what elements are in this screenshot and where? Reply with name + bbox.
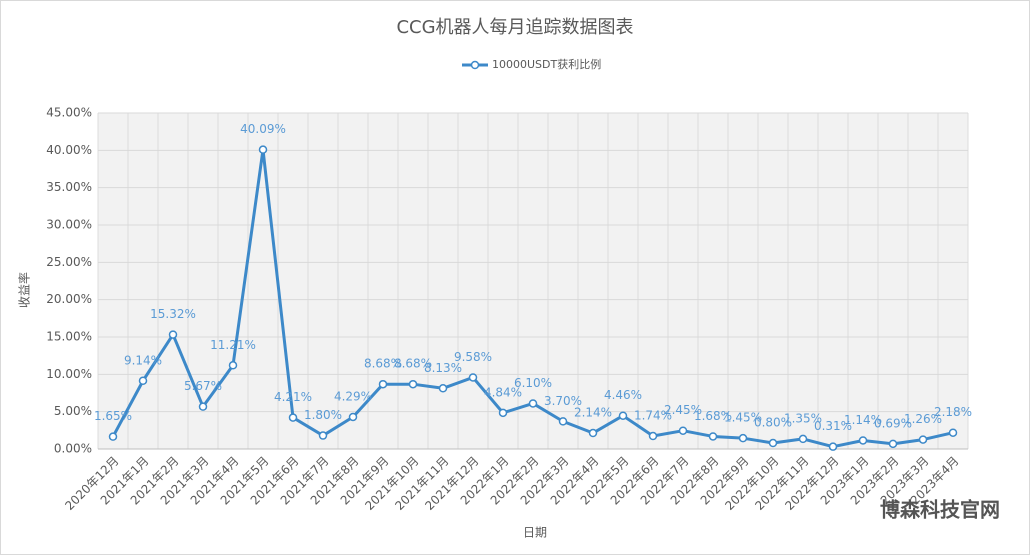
data-point (288, 413, 298, 422)
legend-marker (470, 60, 480, 70)
data-label: 1.65% (94, 409, 132, 423)
data-label: 1.26% (904, 412, 942, 426)
data-point (468, 373, 478, 382)
data-label: 1.35% (784, 411, 822, 425)
data-label: 4.46% (604, 388, 642, 402)
data-label: 9.14% (124, 353, 162, 367)
data-point (528, 399, 538, 408)
data-point (678, 426, 688, 435)
data-label: 6.10% (514, 376, 552, 390)
data-label: 1.14% (844, 413, 882, 427)
data-point (618, 411, 628, 420)
data-point (108, 432, 118, 441)
data-point (378, 379, 388, 389)
data-label: 3.70% (544, 394, 582, 408)
data-label: 2.18% (934, 405, 972, 419)
data-point (798, 434, 808, 444)
data-label: 8.68% (394, 357, 432, 371)
y-tick-label: 25.00% (46, 255, 92, 269)
data-point (348, 412, 358, 422)
data-point (768, 438, 778, 448)
data-label: 0.69% (874, 416, 912, 430)
x-axis-title: 日期 (523, 526, 547, 540)
y-tick-label: 15.00% (46, 330, 92, 344)
watermark: 博森科技官网 (880, 498, 1000, 522)
data-label: 1.68% (694, 409, 732, 423)
data-label: 9.58% (454, 350, 492, 364)
y-tick-label: 30.00% (46, 218, 92, 232)
y-tick-label: 5.00% (54, 404, 92, 418)
data-point (498, 408, 508, 418)
data-point (708, 432, 718, 441)
y-tick-label: 10.00% (46, 367, 92, 381)
y-tick-label: 20.00% (46, 292, 92, 306)
data-label: 1.74% (634, 409, 672, 423)
y-axis-title: 收益率 (17, 272, 32, 308)
data-point (588, 428, 598, 438)
data-label: 15.32% (150, 307, 196, 321)
data-label: 4.84% (484, 385, 522, 399)
y-tick-label: 0.00% (54, 442, 92, 456)
data-label: 8.13% (424, 361, 462, 375)
data-point (318, 431, 328, 440)
data-point (948, 428, 958, 437)
chart-title: CCG机器人每月追踪数据图表 (396, 17, 633, 38)
legend-label: 10000USDT获利比例 (492, 57, 601, 71)
data-label: 0.80% (754, 416, 792, 430)
data-point (918, 435, 928, 444)
data-point (828, 442, 838, 451)
data-point (138, 376, 148, 386)
data-label: 2.45% (664, 403, 702, 417)
y-tick-label: 40.00% (46, 143, 92, 157)
data-label: 4.21% (274, 390, 312, 404)
data-point (438, 384, 448, 393)
data-point (258, 145, 268, 154)
data-label: 2.14% (574, 406, 612, 420)
data-point (558, 417, 568, 426)
data-label: 1.80% (304, 408, 342, 422)
data-label: 5.67% (184, 379, 222, 393)
data-point (408, 379, 418, 389)
data-label: 8.68% (364, 357, 402, 371)
data-label: 11.21% (210, 338, 256, 352)
data-label: 0.31% (814, 419, 852, 433)
data-label: 1.45% (724, 411, 762, 425)
data-point (198, 402, 208, 411)
data-label: 40.09% (240, 122, 286, 136)
data-point (738, 433, 748, 443)
data-point (888, 439, 898, 449)
y-tick-label: 35.00% (46, 180, 92, 194)
data-point (648, 431, 658, 441)
y-tick-label: 45.00% (46, 106, 92, 120)
data-point (228, 361, 238, 370)
data-label: 4.29% (334, 389, 372, 403)
data-point (168, 330, 178, 339)
data-point (858, 436, 868, 445)
plot-area (98, 113, 968, 449)
